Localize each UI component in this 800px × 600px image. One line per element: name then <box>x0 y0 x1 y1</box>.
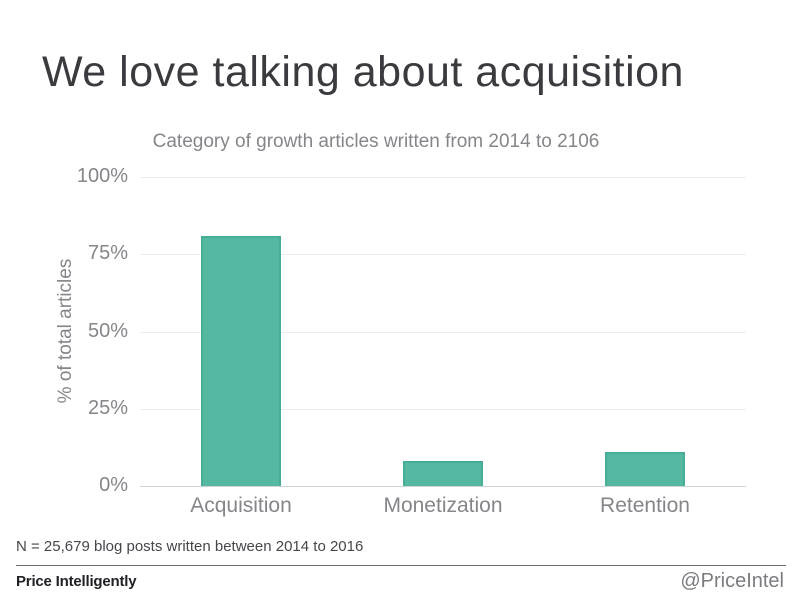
bar-monetization <box>403 461 483 486</box>
footer-divider <box>16 565 786 566</box>
plot-area <box>140 177 746 487</box>
x-axis-line <box>140 486 746 487</box>
y-tick-label-0%: 0% <box>99 474 128 497</box>
x-axis-labels: Acquisition Monetization Retention <box>140 494 746 524</box>
chart-title: Category of growth articles written from… <box>152 131 600 152</box>
x-axis-label-acquisition: Acquisition <box>190 494 292 517</box>
gridline-50% <box>140 331 746 333</box>
bar-retention <box>605 452 685 486</box>
gridline-75% <box>140 254 746 256</box>
gridline-25% <box>140 408 746 410</box>
y-tick-label-25%: 25% <box>87 396 128 419</box>
bar-acquisition <box>201 235 281 486</box>
y-tick-label-50%: 50% <box>87 319 128 342</box>
y-tick-label-75%: 75% <box>87 242 128 265</box>
y-axis-tick-labels: 0% 25% 50% 75% 100% <box>50 165 128 496</box>
x-axis-label-monetization: Monetization <box>383 494 503 517</box>
sample-size-note: N = 25,679 blog posts written between 20… <box>16 538 364 555</box>
x-axis-label-retention: Retention <box>600 494 690 517</box>
gridline-100% <box>140 177 746 178</box>
twitter-handle: @PriceIntel <box>680 570 784 592</box>
brand-name: Price Intelligently <box>16 573 137 590</box>
slide-title: We love talking about acquisition <box>42 48 684 96</box>
y-tick-label-100%: 100% <box>76 165 128 188</box>
